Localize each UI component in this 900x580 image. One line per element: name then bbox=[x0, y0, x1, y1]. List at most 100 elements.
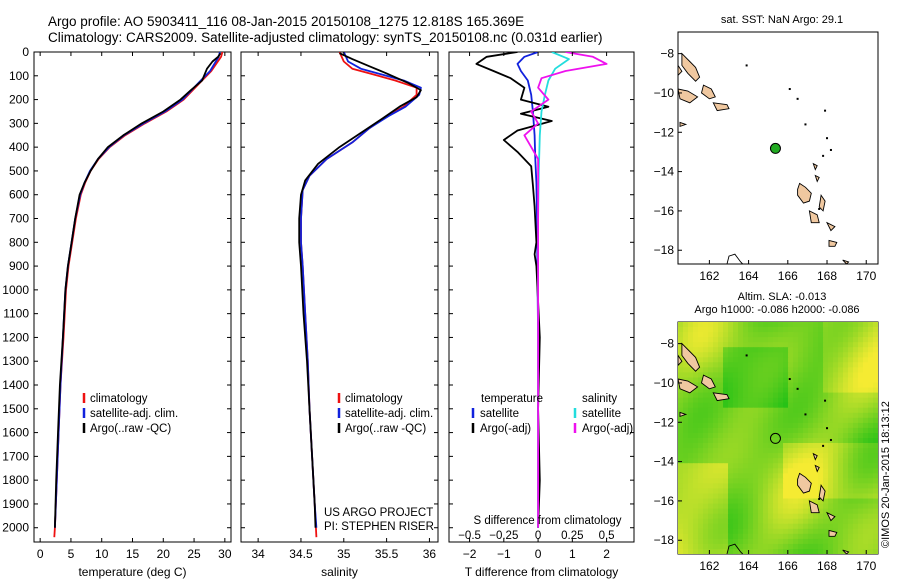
sla-heat-cell bbox=[763, 337, 769, 343]
sla-heat-cell bbox=[738, 528, 744, 535]
sla-heat-cell bbox=[793, 543, 799, 550]
sla-heat-cell bbox=[868, 322, 874, 328]
sla-heat-cell bbox=[808, 392, 814, 399]
sla-heat-cell bbox=[713, 377, 719, 384]
sla-heat-cell bbox=[708, 332, 714, 338]
sla-heat-cell bbox=[848, 543, 854, 550]
island-shape bbox=[679, 121, 688, 128]
sla-heat-cell bbox=[863, 448, 869, 454]
sla-heat-cell bbox=[833, 503, 839, 510]
xtick-label-salinity-profile: 34 bbox=[251, 547, 265, 561]
sla-heat-cell bbox=[873, 453, 878, 459]
islet-mark bbox=[829, 148, 832, 151]
sla-heat-cell bbox=[728, 337, 734, 343]
sla-heat-cell bbox=[868, 508, 874, 515]
sla-heat-cell bbox=[853, 493, 859, 500]
sla-heat-cell bbox=[743, 433, 749, 439]
sla-heat-cell bbox=[853, 402, 859, 409]
sla-heat-cell bbox=[733, 357, 739, 363]
sla-heat-cell bbox=[738, 357, 744, 363]
sla-heat-cell bbox=[773, 438, 779, 444]
sla-heat-cell bbox=[793, 523, 799, 530]
island-shape bbox=[812, 452, 818, 461]
sla-heat-cell bbox=[863, 407, 869, 414]
sla-heat-cell bbox=[863, 513, 869, 520]
sla-heat-cell bbox=[873, 382, 878, 389]
sla-heat-cell bbox=[848, 422, 854, 429]
sla-heat-cell bbox=[708, 523, 714, 530]
sla-heat-cell bbox=[873, 523, 878, 530]
sla-heat-cell bbox=[763, 498, 769, 505]
sla-heat-cell bbox=[823, 433, 829, 439]
sla-heat-cell bbox=[788, 337, 794, 343]
sla-heat-cell bbox=[858, 463, 864, 469]
sla-heat-cell bbox=[808, 478, 814, 484]
sla-heat-cell bbox=[798, 543, 804, 550]
sla-heat-cell bbox=[713, 322, 719, 328]
sla-heat-cell bbox=[868, 493, 874, 500]
sla-heat-cell bbox=[853, 533, 859, 540]
sla-heat-cell bbox=[713, 503, 719, 510]
sla-heat-cell bbox=[753, 342, 759, 348]
sla-heat-cell bbox=[808, 377, 814, 384]
sla-heat-cell bbox=[703, 518, 709, 525]
sla-heat-cell bbox=[688, 483, 694, 489]
sla-heat-cell bbox=[693, 543, 699, 550]
sla-heat-cell bbox=[863, 397, 869, 404]
sla-heat-cell bbox=[758, 392, 764, 399]
legend-label-difference: Argo(-adj) bbox=[480, 423, 531, 435]
sla-heat-cell bbox=[843, 458, 849, 464]
sla-heat-cell bbox=[693, 513, 699, 520]
sla-heat-cell bbox=[798, 533, 804, 540]
sla-heat-cell bbox=[818, 498, 824, 505]
sla-heat-cell bbox=[788, 412, 794, 419]
sla-heat-cell bbox=[718, 352, 724, 358]
sla-heat-cell bbox=[843, 377, 849, 384]
sla-heat-cell bbox=[773, 392, 779, 399]
sla-heat-cell bbox=[843, 402, 849, 409]
sla-heat-cell bbox=[758, 478, 764, 484]
sla-heat-cell bbox=[843, 427, 849, 434]
sla-heat-cell bbox=[743, 488, 749, 494]
sla-heat-cell bbox=[773, 427, 779, 434]
sla-heat-cell bbox=[688, 433, 694, 439]
sla-heat-cell bbox=[763, 433, 769, 439]
sla-heat-cell bbox=[848, 518, 854, 525]
island-shape bbox=[826, 221, 836, 232]
sla-heat-cell bbox=[683, 327, 689, 333]
sla-heat-cell bbox=[698, 407, 704, 414]
sla-heat-cell bbox=[708, 362, 714, 368]
sla-heat-cell bbox=[783, 508, 789, 515]
sla-heat-cell bbox=[838, 412, 844, 419]
sla-heat-cell bbox=[793, 352, 799, 358]
sla-heat-cell bbox=[723, 543, 729, 550]
sla-heat-cell bbox=[858, 478, 864, 484]
sla-heat-cell bbox=[703, 513, 709, 520]
sla-heat-cell bbox=[778, 533, 784, 540]
sla-heat-cell bbox=[678, 342, 684, 348]
sla-heat-cell bbox=[723, 433, 729, 439]
sla-heat-cell bbox=[788, 332, 794, 338]
sla-heat-cell bbox=[778, 488, 784, 494]
sla-heat-cell bbox=[773, 473, 779, 479]
sla-heat-cell bbox=[698, 327, 704, 333]
sla-heat-cell bbox=[768, 488, 774, 494]
island-shape bbox=[812, 162, 818, 171]
sla-heat-cell bbox=[778, 407, 784, 414]
sla-heat-cell bbox=[783, 478, 789, 484]
sla-heat-cell bbox=[758, 397, 764, 404]
sla-heat-cell bbox=[718, 508, 724, 515]
sla-heat-cell bbox=[728, 468, 734, 474]
sla-heat-cell bbox=[783, 332, 789, 338]
sla-heat-cell bbox=[753, 422, 759, 429]
sla-heat-cell bbox=[733, 453, 739, 459]
sla-heat-cell bbox=[683, 498, 689, 505]
sla-heat-cell bbox=[728, 543, 734, 550]
series-line-difference-profile-0 bbox=[516, 52, 539, 528]
sla-heat-cell bbox=[853, 337, 859, 343]
sla-heat-cell bbox=[683, 367, 689, 373]
sla-heat-cell bbox=[753, 407, 759, 414]
sla-heat-cell bbox=[848, 493, 854, 500]
sla-heat-cell bbox=[788, 438, 794, 444]
sla-heat-cell bbox=[743, 473, 749, 479]
